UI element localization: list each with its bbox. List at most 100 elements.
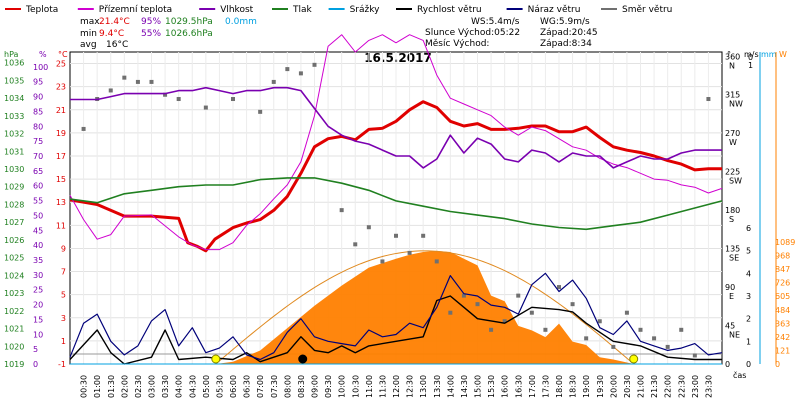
tick-label-ms2: 5 bbox=[746, 247, 751, 256]
tick-label-time: 17:00 bbox=[528, 375, 537, 398]
tick-label-time: 13:30 bbox=[433, 375, 442, 398]
tick-label-c: 11 bbox=[56, 221, 66, 230]
tick-label-w: 0 bbox=[775, 360, 780, 369]
tick-label-time: 14:00 bbox=[446, 375, 455, 398]
tick-label-ms2: 1 bbox=[746, 337, 751, 346]
tick-label-c: 9 bbox=[61, 244, 66, 253]
tick-label-hpa: 1028 bbox=[4, 200, 24, 209]
axis-c-label: °C bbox=[58, 50, 68, 59]
wind-direction-point bbox=[475, 302, 480, 307]
legend-label: Vlhkost bbox=[220, 5, 253, 15]
tick-label-dir: 225 bbox=[725, 168, 740, 177]
tick-label-time: 05:30 bbox=[215, 375, 224, 398]
tick-label-dir-compass: E bbox=[729, 292, 734, 301]
wind-direction-point bbox=[624, 310, 629, 315]
series-line bbox=[70, 86, 722, 169]
stat-max-rain: 0.0mm bbox=[225, 17, 257, 27]
stat-min-press: 1026.6hPa bbox=[165, 29, 213, 39]
wind-direction-point bbox=[81, 126, 86, 131]
tick-label-pct: 70 bbox=[33, 152, 43, 161]
tick-label-dir-compass: NW bbox=[729, 100, 743, 109]
tick-label-time: 07:30 bbox=[270, 375, 279, 398]
tick-label-dir-compass: S bbox=[729, 215, 734, 224]
wind-direction-point bbox=[611, 344, 616, 349]
tick-label-pct: 65 bbox=[33, 167, 43, 176]
tick-label-hpa: 1022 bbox=[4, 307, 24, 316]
wind-direction-point bbox=[339, 208, 344, 213]
tick-label-hpa: 1032 bbox=[4, 130, 24, 139]
axis-ticks: 1036103510341033103210311030102910281027… bbox=[4, 52, 795, 398]
wind-direction-point bbox=[529, 310, 534, 315]
tick-label-c: -1 bbox=[58, 360, 66, 369]
tick-label-dir: 270 bbox=[725, 129, 740, 138]
tick-label-pct: 85 bbox=[33, 107, 43, 116]
wind-direction-point bbox=[353, 242, 358, 247]
tick-label-time: 00:30 bbox=[80, 375, 89, 398]
solar-envelope-line bbox=[215, 250, 633, 365]
series-line bbox=[69, 295, 722, 365]
axis-unit-labels: hPa % °C ° m/s mm W čas bbox=[4, 50, 787, 380]
wind-direction-point bbox=[271, 79, 276, 84]
wind-direction-point bbox=[502, 319, 507, 324]
wind-direction-point bbox=[461, 293, 466, 298]
tick-label-hpa: 1026 bbox=[4, 236, 24, 245]
tick-label-c: 15 bbox=[56, 175, 66, 184]
tick-label-time: 06:00 bbox=[229, 375, 238, 398]
stat-max-temp: 21.4°C bbox=[99, 17, 130, 27]
wind-direction-point bbox=[584, 336, 589, 341]
stat-min-label: min bbox=[80, 29, 97, 39]
wind-direction-point bbox=[394, 233, 398, 238]
tick-label-time: 15:00 bbox=[474, 375, 483, 398]
solar-area bbox=[215, 250, 634, 364]
tick-label-c: 25 bbox=[56, 60, 66, 69]
stats-block: max 21.4°C 95% 1029.5hPa 0.0mm min 9.4°C… bbox=[80, 17, 598, 50]
series-line bbox=[69, 177, 723, 231]
axis-hpa-label: hPa bbox=[4, 50, 19, 59]
tick-label-w: 605 bbox=[775, 292, 790, 301]
tick-label-time: 06:30 bbox=[243, 375, 252, 398]
tick-label-ms2: 6 bbox=[746, 224, 751, 233]
tick-label-pct: 5 bbox=[33, 345, 38, 354]
tick-label-pct: 10 bbox=[33, 330, 43, 339]
stat-wg: WG:5.9m/s bbox=[540, 17, 590, 27]
wind-direction-point bbox=[516, 293, 521, 298]
tick-label-pct: 15 bbox=[33, 315, 43, 324]
stat-mesic: Měsíc Východ: bbox=[425, 39, 489, 49]
stat-ws: WS:5.4m/s bbox=[471, 17, 520, 27]
tick-label-ms2: 3 bbox=[746, 292, 751, 301]
tick-label-time: 18:30 bbox=[569, 375, 578, 398]
tick-label-time: 03:00 bbox=[148, 375, 157, 398]
axis-ms-label: m/s bbox=[744, 50, 759, 59]
wind-direction-point bbox=[149, 79, 154, 84]
series-line bbox=[69, 272, 723, 361]
wind-direction-point bbox=[176, 97, 181, 102]
tick-label-time: 08:00 bbox=[283, 375, 292, 398]
tick-label-time: 10:00 bbox=[338, 375, 347, 398]
tick-label-time: 15:30 bbox=[487, 375, 496, 398]
wind-direction-point bbox=[231, 97, 235, 102]
tick-label-pct: 35 bbox=[33, 256, 43, 265]
tick-label-dir: 45 bbox=[725, 322, 735, 331]
legend-label: Teplota bbox=[25, 5, 58, 15]
tick-label-time: 09:00 bbox=[311, 375, 320, 398]
tick-label-hpa: 1023 bbox=[4, 289, 24, 298]
series-line bbox=[69, 100, 722, 253]
stat-slunce-zapad: Západ:20:45 bbox=[540, 28, 598, 38]
tick-label-dir: 90 bbox=[725, 283, 735, 292]
wind-direction-point bbox=[570, 302, 575, 307]
tick-label-hpa: 1020 bbox=[4, 342, 24, 351]
stat-max-press: 1029.5hPa bbox=[165, 17, 213, 27]
tick-label-dir: 180 bbox=[725, 206, 740, 215]
tick-label-time: 07:00 bbox=[256, 375, 265, 398]
tick-label-hpa: 1019 bbox=[4, 360, 24, 369]
tick-label-time: 08:30 bbox=[297, 375, 306, 398]
tick-label-dir: 360 bbox=[725, 52, 740, 61]
wind-direction-point bbox=[285, 67, 290, 72]
wind-direction-point bbox=[407, 250, 412, 255]
legend-label: Přízemní teplota bbox=[99, 5, 172, 15]
wind-direction-point bbox=[122, 75, 127, 80]
tick-label-time: 21:00 bbox=[637, 375, 646, 398]
wind-direction-point bbox=[298, 71, 303, 76]
